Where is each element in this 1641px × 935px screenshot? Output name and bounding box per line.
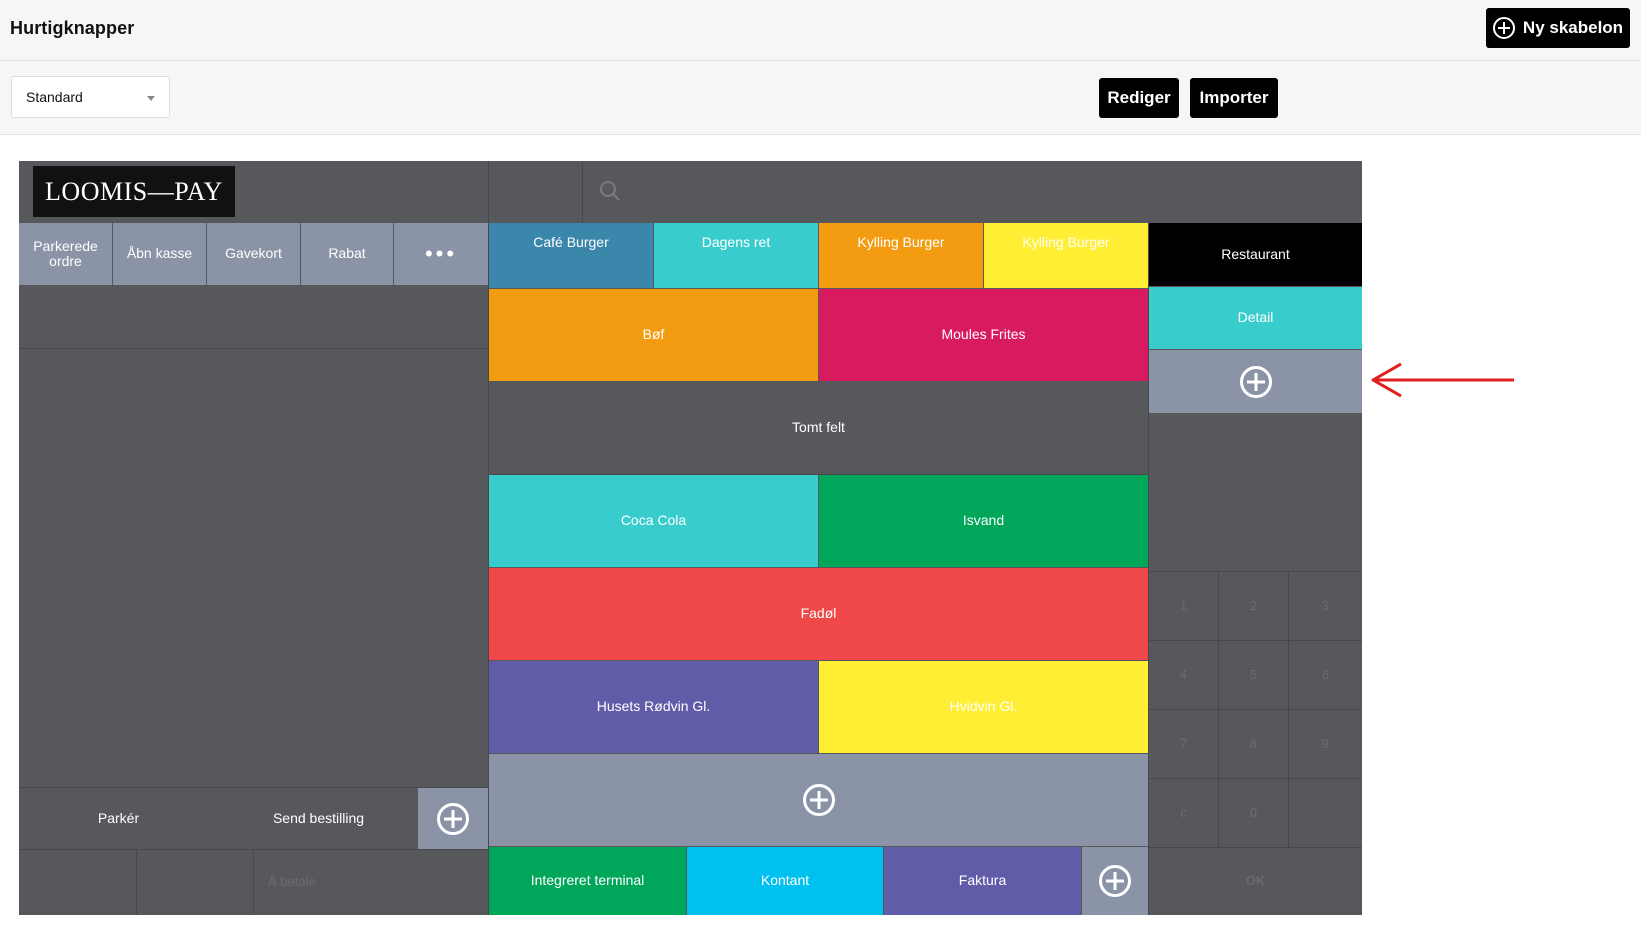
template-toolbar: Standard Rediger Importer — [0, 61, 1641, 135]
product-kylling-burger[interactable]: Kylling Burger — [819, 223, 983, 288]
red-arrow-annotation — [1371, 362, 1514, 398]
payment-integrated-terminal[interactable]: Integreret terminal — [489, 847, 686, 915]
page-title: Hurtigknapper — [10, 18, 135, 38]
numpad-key[interactable]: c — [1180, 804, 1187, 820]
numpad-key[interactable]: 9 — [1321, 735, 1330, 751]
new-template-button[interactable]: Ny skabelon — [1486, 8, 1630, 48]
park-button[interactable]: Parkér — [19, 788, 218, 849]
product-kylling-burger-2[interactable]: Kylling Burger — [984, 223, 1148, 288]
add-order-button[interactable] — [418, 788, 488, 849]
category-restaurant[interactable]: Restaurant — [1149, 223, 1362, 286]
plus-circle-icon — [437, 802, 469, 835]
numpad-key[interactable]: 3 — [1321, 597, 1330, 613]
gift-card-button[interactable]: Gavekort — [207, 223, 300, 285]
numpad-key[interactable]: 7 — [1179, 735, 1188, 751]
discount-button[interactable]: Rabat — [301, 223, 393, 285]
numpad-key[interactable]: 1 — [1179, 597, 1188, 613]
more-dots-icon[interactable]: ••• — [394, 223, 488, 285]
product-moules-frites[interactable]: Moules Frites — [819, 289, 1148, 381]
product-husets-rodvin[interactable]: Husets Rødvin Gl. — [489, 661, 818, 753]
loomis-pay-logo: LOOMIS—PAY — [33, 166, 235, 217]
top-header: Hurtigknapper Ny skabelon — [0, 0, 1641, 61]
ok-button[interactable]: OK — [1245, 873, 1266, 889]
add-product-button[interactable] — [489, 754, 1148, 846]
plus-circle-icon — [1239, 365, 1272, 398]
numpad-key[interactable]: 2 — [1249, 597, 1258, 613]
product-dagens-ret[interactable]: Dagens ret — [654, 223, 818, 288]
plus-circle-icon — [1492, 17, 1515, 39]
product-cafe-burger[interactable]: Café Burger — [489, 223, 653, 288]
search-icon[interactable] — [599, 180, 621, 202]
add-category-button[interactable] — [1149, 350, 1362, 413]
product-hvidvin[interactable]: Hvidvin Gl. — [819, 661, 1148, 753]
numpad-key[interactable]: 8 — [1249, 735, 1258, 751]
numpad-key[interactable]: 0 — [1249, 804, 1258, 820]
plus-circle-icon — [1099, 865, 1131, 897]
parked-orders-button[interactable]: Parkerede ordre — [19, 223, 112, 285]
payment-cash[interactable]: Kontant — [687, 847, 883, 915]
numpad-key[interactable]: 4 — [1179, 666, 1188, 682]
template-select[interactable]: Standard — [11, 76, 170, 118]
edit-button[interactable]: Rediger — [1099, 78, 1179, 118]
amount-to-pay: Å betale — [268, 874, 316, 890]
payment-invoice[interactable]: Faktura — [884, 847, 1081, 915]
chevron-down-icon — [147, 96, 155, 101]
numpad-key[interactable]: 6 — [1321, 666, 1330, 682]
empty-field[interactable]: Tomt felt — [489, 382, 1148, 474]
add-payment-button[interactable] — [1082, 847, 1148, 915]
pos-layout-preview: LOOMIS—PAY Parkerede ordre Åbn kasse Gav… — [19, 161, 1362, 915]
new-template-label: Ny skabelon — [1522, 18, 1624, 37]
template-select-value: Standard — [26, 89, 83, 105]
send-order-button[interactable]: Send bestilling — [219, 788, 418, 849]
numpad-key[interactable]: . — [1323, 804, 1328, 820]
import-button[interactable]: Importer — [1190, 78, 1278, 118]
numpad-key[interactable]: 5 — [1249, 666, 1258, 682]
product-coca-cola[interactable]: Coca Cola — [489, 475, 818, 567]
product-fadol[interactable]: Fadøl — [489, 568, 1148, 660]
open-register-button[interactable]: Åbn kasse — [113, 223, 206, 285]
product-isvand[interactable]: Isvand — [819, 475, 1148, 567]
category-detail[interactable]: Detail — [1149, 287, 1362, 349]
product-bof[interactable]: Bøf — [489, 289, 818, 381]
plus-circle-icon — [802, 784, 835, 816]
